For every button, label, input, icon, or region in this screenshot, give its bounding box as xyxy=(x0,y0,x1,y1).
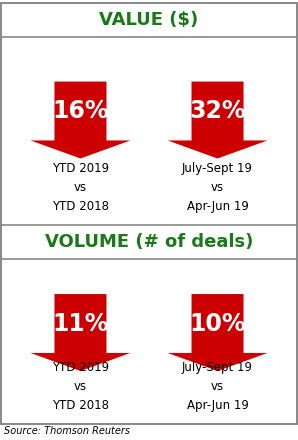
Text: 10%: 10% xyxy=(189,312,246,335)
Text: YTD 2019
vs
YTD 2018: YTD 2019 vs YTD 2018 xyxy=(52,161,109,213)
Text: YTD 2019
vs
YTD 2018: YTD 2019 vs YTD 2018 xyxy=(52,360,109,411)
Text: VOLUME (# of deals): VOLUME (# of deals) xyxy=(45,233,253,251)
Text: 16%: 16% xyxy=(52,99,109,123)
Polygon shape xyxy=(167,81,268,158)
Text: VALUE ($): VALUE ($) xyxy=(99,11,199,29)
Text: Source: Thomson Reuters: Source: Thomson Reuters xyxy=(4,426,130,436)
Text: July-Sept 19
vs
Apr-Jun 19: July-Sept 19 vs Apr-Jun 19 xyxy=(182,161,253,213)
Text: July-Sept 19
vs
Apr-Jun 19: July-Sept 19 vs Apr-Jun 19 xyxy=(182,360,253,411)
Text: 11%: 11% xyxy=(52,312,109,335)
FancyBboxPatch shape xyxy=(1,3,297,424)
Text: 32%: 32% xyxy=(189,99,246,123)
Polygon shape xyxy=(30,81,131,158)
Polygon shape xyxy=(30,294,131,371)
Polygon shape xyxy=(167,294,268,371)
